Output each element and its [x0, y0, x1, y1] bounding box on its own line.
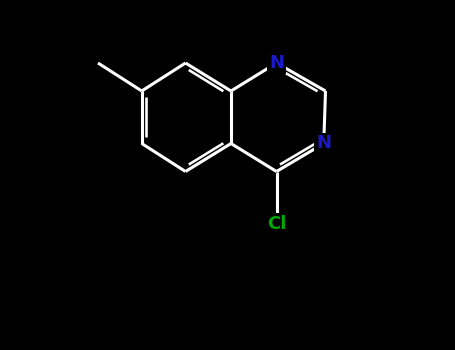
Text: N: N [269, 54, 284, 72]
Text: Cl: Cl [267, 215, 286, 233]
Text: N: N [316, 134, 331, 153]
